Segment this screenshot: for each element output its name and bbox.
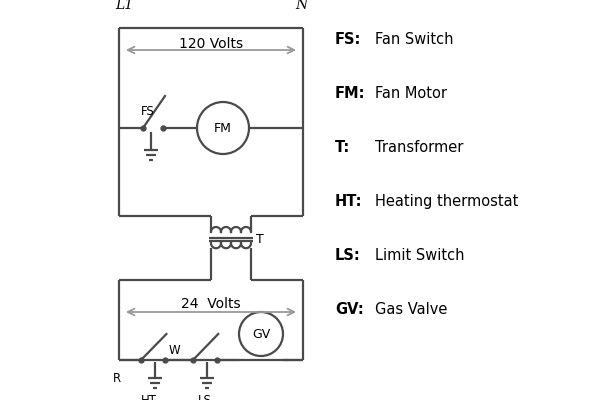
Text: T: T <box>256 233 264 246</box>
Text: GV: GV <box>252 328 270 340</box>
Text: N: N <box>295 0 307 12</box>
Text: FM:: FM: <box>335 86 365 101</box>
Text: FM: FM <box>214 122 232 134</box>
Text: W: W <box>168 344 180 357</box>
Text: L1: L1 <box>115 0 133 12</box>
Text: FS:: FS: <box>335 32 361 47</box>
Text: Fan Switch: Fan Switch <box>375 32 454 47</box>
Text: 120 Volts: 120 Volts <box>179 37 243 51</box>
Text: Limit Switch: Limit Switch <box>375 248 464 263</box>
Text: Transformer: Transformer <box>375 140 463 155</box>
Text: R: R <box>113 372 121 385</box>
Text: FS: FS <box>141 105 155 118</box>
Text: Heating thermostat: Heating thermostat <box>375 194 519 209</box>
Text: Gas Valve: Gas Valve <box>375 302 447 317</box>
Text: 24  Volts: 24 Volts <box>181 297 241 311</box>
Text: LS: LS <box>198 394 212 400</box>
Text: HT:: HT: <box>335 194 362 209</box>
Text: LS:: LS: <box>335 248 360 263</box>
Text: GV:: GV: <box>335 302 364 317</box>
Text: T:: T: <box>335 140 350 155</box>
Text: HT: HT <box>141 394 157 400</box>
Text: Fan Motor: Fan Motor <box>375 86 447 101</box>
